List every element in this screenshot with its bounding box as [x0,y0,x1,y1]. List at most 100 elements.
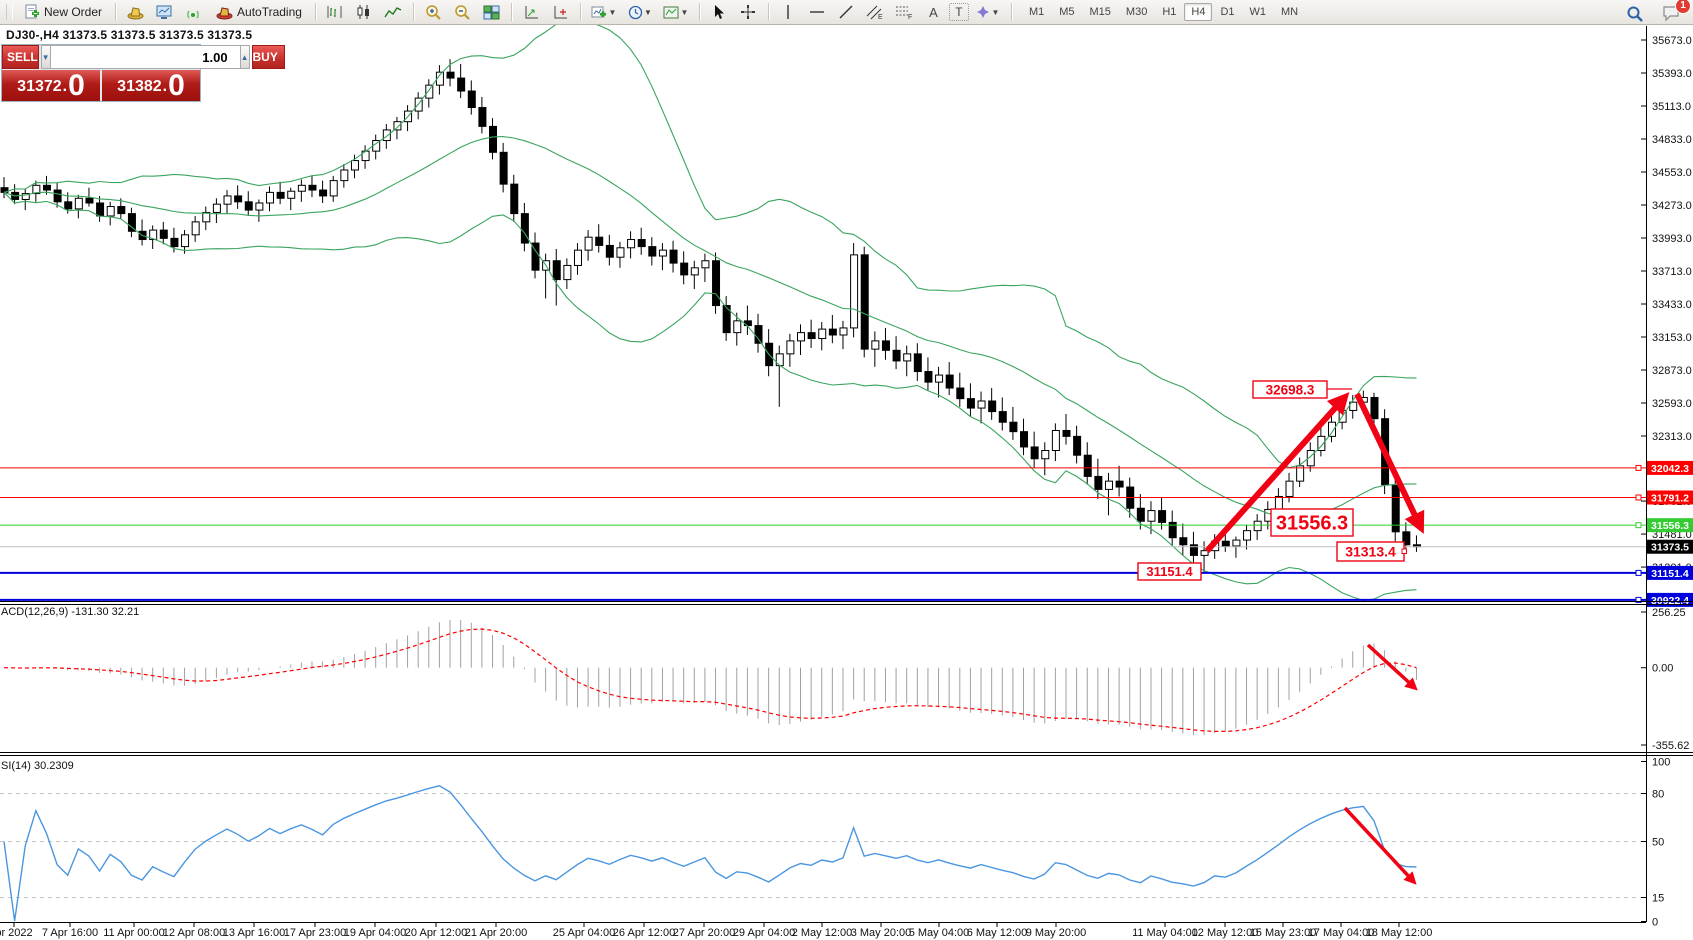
sell-button[interactable]: SELL [2,45,39,69]
price-axis-tick-label: 35673.0 [1652,35,1692,47]
timeframe-mn[interactable]: MN [1281,6,1299,18]
autotrading-button[interactable]: AutoTrading [209,1,309,24]
candle-body [117,206,126,215]
timeframe-h4[interactable]: H4 [1184,3,1213,21]
rsi-down-arrow[interactable] [1343,806,1417,885]
trendline-tool[interactable] [833,1,860,24]
market-watch-icon[interactable] [151,1,178,24]
timeframe-m5[interactable]: M5 [1059,6,1075,18]
lot-size-input[interactable] [50,45,240,69]
horizontal-line-tool[interactable] [804,1,831,24]
line-handle[interactable] [1635,464,1642,471]
candle-body [552,260,561,281]
new-order-button[interactable]: New Order [17,1,109,24]
sell-price-last-digit: 0 [68,69,85,102]
macd-down-arrow[interactable] [1366,643,1418,691]
support-big-label-box[interactable] [1270,508,1354,537]
bollinger-band [3,192,1417,602]
low-left-callout-box[interactable] [1137,562,1202,581]
text-label-tool[interactable]: T [948,3,969,21]
indicators-list-button[interactable] [518,1,545,24]
tile-windows-icon[interactable] [478,1,505,24]
new-chart-dropdown[interactable]: ▼ [587,1,621,24]
sell-price-display[interactable]: 31372. 0 [2,70,100,101]
search-button[interactable] [1621,2,1648,25]
zoom-in-button[interactable] [420,1,447,24]
arrows-shapes-dropdown[interactable]: ▼ [971,1,1005,24]
bars-icon [327,6,342,18]
separator [698,3,700,21]
toolbar-grip[interactable] [6,4,13,20]
separator [767,3,769,21]
candle-body [1243,530,1252,541]
trend-up-arrow[interactable] [1204,392,1350,554]
timeframe-m1[interactable]: M1 [1028,6,1045,18]
peak-callout-box[interactable] [1252,380,1328,399]
trend-down-arrow[interactable] [1354,392,1425,534]
candle-body [669,249,678,264]
candle-body [680,262,689,276]
price-badge-label: 31556.3 [1651,520,1689,532]
line-handle[interactable] [1635,596,1642,603]
notifications-button[interactable]: 1 [1658,0,1691,25]
timeframe-w1[interactable]: W1 [1249,6,1267,18]
timeframe-h1[interactable]: H1 [1162,6,1177,18]
time-axis-label: 7 Apr 16:00 [42,927,98,939]
channel-icon: E [867,5,883,20]
line-handle[interactable] [1635,569,1642,576]
equidistant-channel-tool[interactable]: E [862,1,889,24]
candle-body [573,249,582,266]
crosshair-tool[interactable] [735,1,762,24]
separator [314,3,316,21]
line-chart-type-icon[interactable] [380,1,407,24]
timeframe-m15[interactable]: M15 [1089,6,1111,18]
time-axis-label: 3 May 20:00 [851,927,912,939]
separator [115,3,117,21]
periods-dropdown[interactable]: ▼ [623,1,657,24]
text-tool[interactable]: A [929,4,938,20]
candle-body [159,229,168,239]
add-indicator-button[interactable] [547,1,574,24]
lot-decrease-button[interactable]: ▼ [40,45,51,69]
svg-text:F: F [908,14,912,20]
shapes-icon [977,6,990,18]
notification-badge: 1 [1675,0,1691,14]
candle-body [1147,510,1156,522]
bar-chart-type-icon[interactable] [322,1,349,24]
signals-icon[interactable] [180,1,207,24]
candlestick-type-icon[interactable] [351,1,378,24]
cursor-tool[interactable] [706,1,733,24]
candle-body [1274,495,1283,510]
peak-callout-text: 32698.3 [1266,382,1315,397]
candle-body [244,201,253,211]
vertical-line-tool[interactable] [775,1,802,24]
templates-dropdown[interactable]: ▼ [659,1,693,24]
candle-body [425,84,434,99]
fibonacci-tool[interactable]: F [891,1,918,24]
candle-body [446,71,455,79]
candle-body [797,332,805,342]
candle-body [754,325,763,344]
candle-body [53,189,62,203]
line-handle[interactable] [1635,494,1642,501]
candle-body [775,353,784,367]
callout-anchor-handle[interactable] [1401,548,1407,554]
lot-increase-button[interactable]: ▲ [239,45,250,69]
line-handle[interactable] [1635,522,1642,529]
expert-advisors-icon[interactable] [122,1,149,24]
candle-body [818,328,827,340]
timeframe-m30[interactable]: M30 [1125,6,1148,18]
buy-price-display[interactable]: 31382. 0 [102,70,200,101]
dropdown-arrow-icon: ▼ [608,7,617,17]
time-axis-label: 17 Apr 23:00 [284,927,346,939]
buy-button[interactable]: BUY [251,45,285,69]
zoom-out-button[interactable] [449,1,476,24]
candle-body [881,340,890,351]
timeframe-d1[interactable]: D1 [1220,6,1235,18]
price-badge [1647,518,1693,533]
time-axis-label: 19 Apr 04:00 [344,927,406,939]
candle-body [1370,396,1379,420]
candle-body [1094,475,1103,490]
price-axis-tick-label: 35393.0 [1652,68,1692,80]
